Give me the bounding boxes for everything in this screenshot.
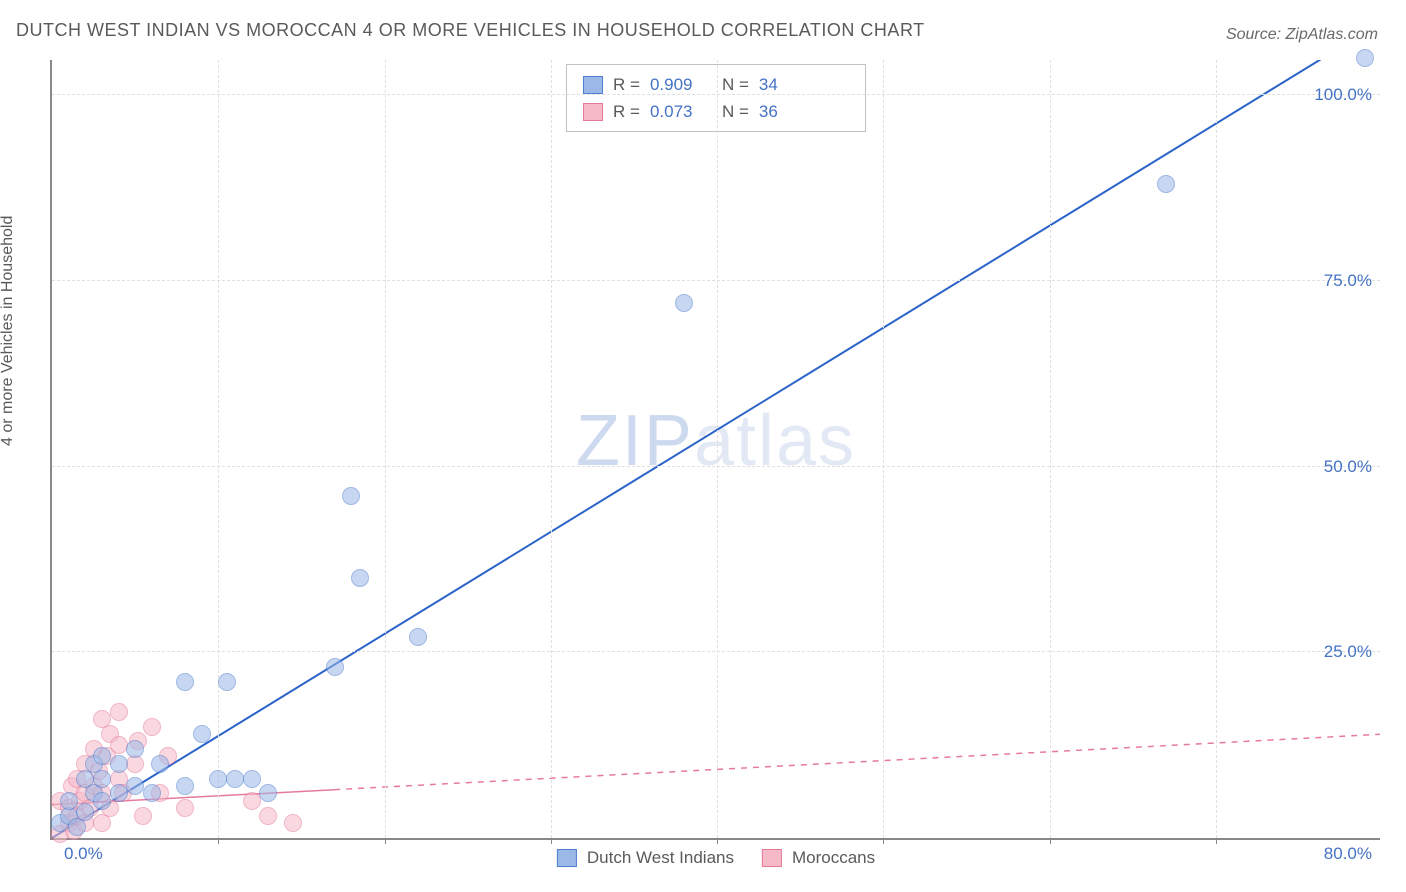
- watermark-bold: ZIP: [576, 401, 694, 481]
- legend-swatch-0: [557, 849, 577, 867]
- scatter-point: [76, 803, 94, 821]
- scatter-point: [675, 294, 693, 312]
- correlation-stats-box: R = 0.909 N = 34 R = 0.073 N = 36: [566, 64, 866, 132]
- scatter-point: [243, 770, 261, 788]
- x-tick: [551, 838, 552, 844]
- scatter-point: [1356, 49, 1374, 67]
- scatter-point: [243, 792, 261, 810]
- gridline-vertical: [551, 60, 552, 838]
- scatter-point: [110, 784, 128, 802]
- scatter-point: [143, 718, 161, 736]
- x-tick: [1050, 838, 1051, 844]
- scatter-point: [126, 740, 144, 758]
- scatter-point: [126, 777, 144, 795]
- y-tick-label: 50.0%: [1324, 457, 1372, 477]
- source-prefix: Source:: [1226, 26, 1286, 43]
- swatch-series-1: [583, 103, 603, 121]
- gridline-horizontal: [52, 94, 1380, 95]
- scatter-point: [93, 770, 111, 788]
- scatter-point: [176, 799, 194, 817]
- legend-label-1: Moroccans: [792, 848, 875, 868]
- scatter-point: [226, 770, 244, 788]
- scatter-point: [93, 792, 111, 810]
- swatch-series-0: [583, 76, 603, 94]
- scatter-point: [326, 658, 344, 676]
- source-attribution: Source: ZipAtlas.com: [1226, 26, 1378, 44]
- x-tick: [717, 838, 718, 844]
- r-label-1: R =: [613, 98, 640, 125]
- scatter-point: [143, 784, 161, 802]
- scatter-point: [284, 814, 302, 832]
- plot-area: ZIPatlas R = 0.909 N = 34 R = 0.073 N = …: [50, 60, 1380, 840]
- gridline-vertical: [385, 60, 386, 838]
- scatter-point: [110, 703, 128, 721]
- gridline-horizontal: [52, 466, 1380, 467]
- scatter-point: [259, 807, 277, 825]
- scatter-point: [110, 755, 128, 773]
- stats-row-series-1: R = 0.073 N = 36: [583, 98, 849, 125]
- x-axis-min-label: 0.0%: [64, 844, 103, 864]
- x-tick: [1216, 838, 1217, 844]
- legend: Dutch West Indians Moroccans: [557, 848, 875, 868]
- legend-swatch-1: [762, 849, 782, 867]
- y-tick-label: 25.0%: [1324, 642, 1372, 662]
- scatter-point: [176, 673, 194, 691]
- legend-item-1: Moroccans: [762, 848, 875, 868]
- x-axis-max-label: 80.0%: [1324, 844, 1372, 864]
- scatter-point: [110, 736, 128, 754]
- scatter-point: [351, 569, 369, 587]
- scatter-point: [1157, 175, 1175, 193]
- chart-container: DUTCH WEST INDIAN VS MOROCCAN 4 OR MORE …: [0, 0, 1406, 892]
- gridline-horizontal: [52, 280, 1380, 281]
- scatter-point: [93, 747, 111, 765]
- gridline-vertical: [218, 60, 219, 838]
- scatter-point: [176, 777, 194, 795]
- scatter-point: [134, 807, 152, 825]
- n-value-1: 36: [759, 98, 778, 125]
- x-tick: [385, 838, 386, 844]
- scatter-point: [193, 725, 211, 743]
- y-axis-label: 4 or more Vehicles in Household: [0, 216, 17, 446]
- legend-label-0: Dutch West Indians: [587, 848, 734, 868]
- watermark: ZIPatlas: [576, 400, 856, 482]
- watermark-light: atlas: [694, 401, 856, 481]
- scatter-point: [151, 755, 169, 773]
- x-tick: [218, 838, 219, 844]
- gridline-vertical: [1216, 60, 1217, 838]
- scatter-point: [60, 792, 78, 810]
- scatter-point: [209, 770, 227, 788]
- scatter-point: [259, 784, 277, 802]
- source-link[interactable]: ZipAtlas.com: [1286, 26, 1378, 43]
- scatter-point: [218, 673, 236, 691]
- chart-title: DUTCH WEST INDIAN VS MOROCCAN 4 OR MORE …: [16, 20, 925, 41]
- gridline-vertical: [1050, 60, 1051, 838]
- scatter-point: [409, 628, 427, 646]
- gridline-vertical: [717, 60, 718, 838]
- n-label-1: N =: [722, 98, 749, 125]
- y-tick-label: 100.0%: [1314, 85, 1372, 105]
- legend-item-0: Dutch West Indians: [557, 848, 734, 868]
- scatter-point: [342, 487, 360, 505]
- gridline-horizontal: [52, 651, 1380, 652]
- x-tick: [883, 838, 884, 844]
- r-value-1: 0.073: [650, 98, 693, 125]
- y-tick-label: 75.0%: [1324, 271, 1372, 291]
- gridline-vertical: [883, 60, 884, 838]
- regression-lines: [52, 60, 1380, 838]
